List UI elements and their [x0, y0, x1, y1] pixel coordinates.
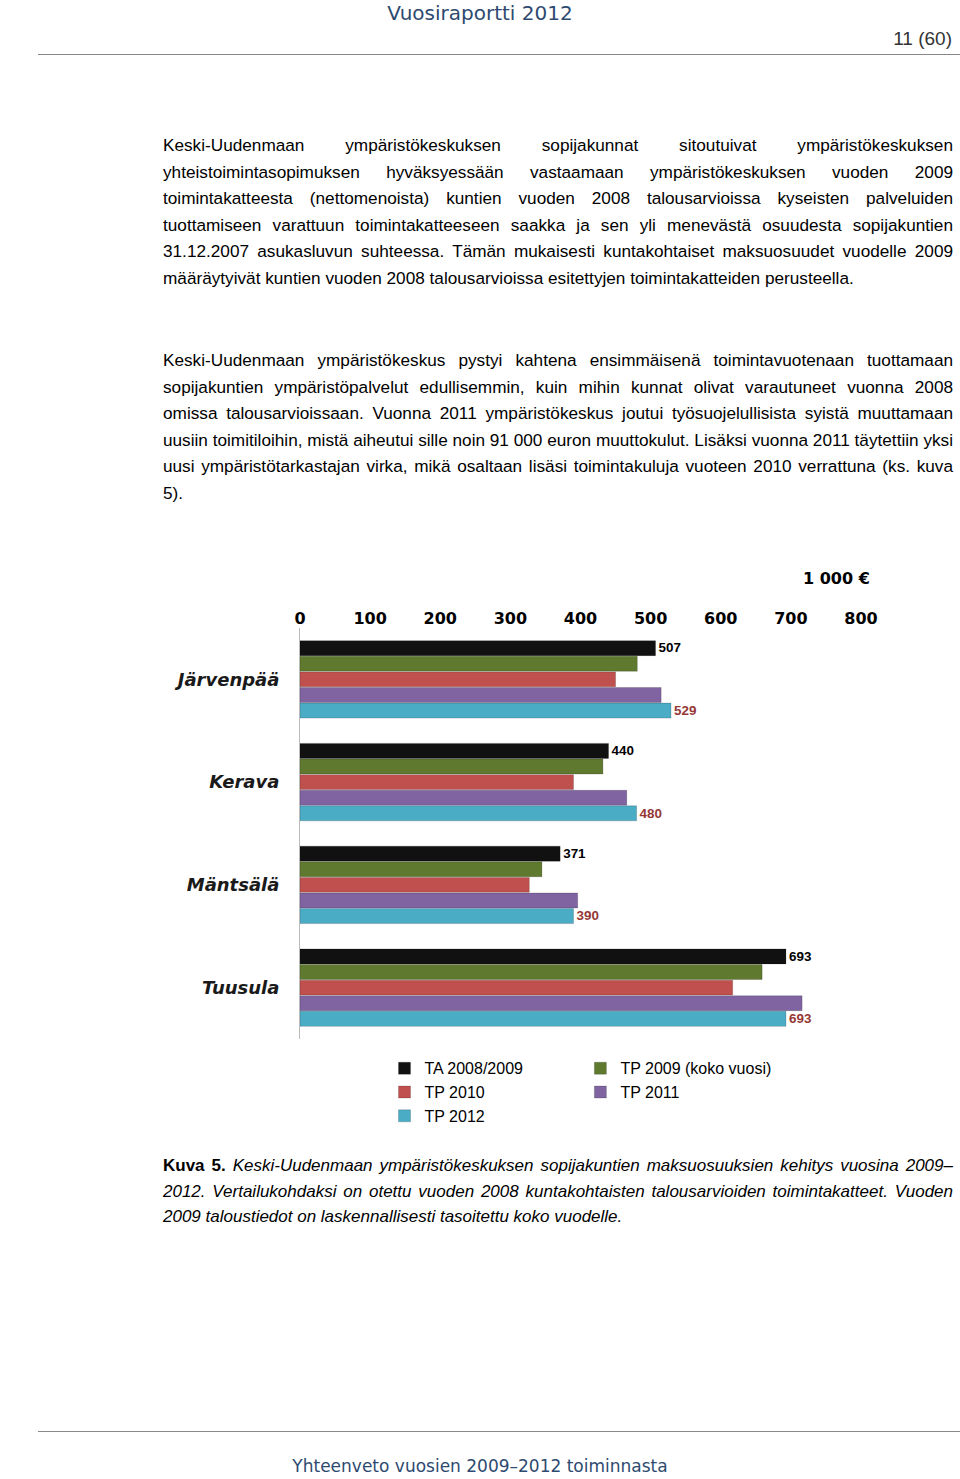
svg-text:400: 400 [564, 609, 597, 628]
svg-text:390: 390 [577, 908, 599, 923]
svg-text:693: 693 [789, 1011, 811, 1026]
svg-text:Mäntsälä: Mäntsälä [187, 874, 280, 895]
svg-text:700: 700 [774, 609, 807, 628]
svg-text:Järvenpää: Järvenpää [175, 669, 280, 690]
html-text:Keski-Uudenmaan ympäristökesku: Keski-Uudenmaan ympäristökeskuksen sopij… [163, 135, 953, 288]
html-text:Yhteenveto vuosien 2009–2012 t: Yhteenveto vuosien 2009–2012 toiminnasta [292, 1456, 668, 1476]
html-text:Vuosiraportti 2012: Vuosiraportti 2012 [387, 1, 573, 25]
svg-text:TP 2009 (koko vuosi): TP 2009 (koko vuosi) [620, 1060, 771, 1077]
svg-text:TP 2010: TP 2010 [425, 1084, 485, 1101]
svg-text:TA 2008/2009: TA 2008/2009 [425, 1060, 524, 1077]
html-text:11 (60): 11 (60) [893, 28, 952, 49]
svg-text:TP 2012: TP 2012 [425, 1108, 485, 1125]
svg-text:693: 693 [789, 949, 811, 964]
svg-text:0: 0 [294, 609, 305, 628]
html-text:Kuva 5. Keski-Uudenmaan ympäri: Kuva 5. Keski-Uudenmaan ympäristökeskuks… [163, 1156, 953, 1226]
svg-text:500: 500 [634, 609, 667, 628]
html-text:Keski-Uudenmaan ympäristökesku: Keski-Uudenmaan ympäristökeskus pystyi k… [163, 350, 953, 503]
svg-text:1 000 €: 1 000 € [803, 569, 870, 588]
svg-text:507: 507 [659, 640, 681, 655]
svg-text:371: 371 [563, 846, 586, 861]
svg-text:800: 800 [844, 609, 877, 628]
svg-text:Kerava: Kerava [209, 771, 279, 792]
svg-text:Tuusula: Tuusula [202, 977, 279, 998]
svg-text:529: 529 [674, 703, 696, 718]
svg-text:480: 480 [640, 806, 662, 821]
svg-text:100: 100 [353, 609, 386, 628]
svg-text:200: 200 [424, 609, 457, 628]
svg-text:TP 2011: TP 2011 [620, 1084, 679, 1101]
svg-text:600: 600 [704, 609, 737, 628]
svg-text:300: 300 [494, 609, 527, 628]
svg-text:440: 440 [612, 743, 634, 758]
